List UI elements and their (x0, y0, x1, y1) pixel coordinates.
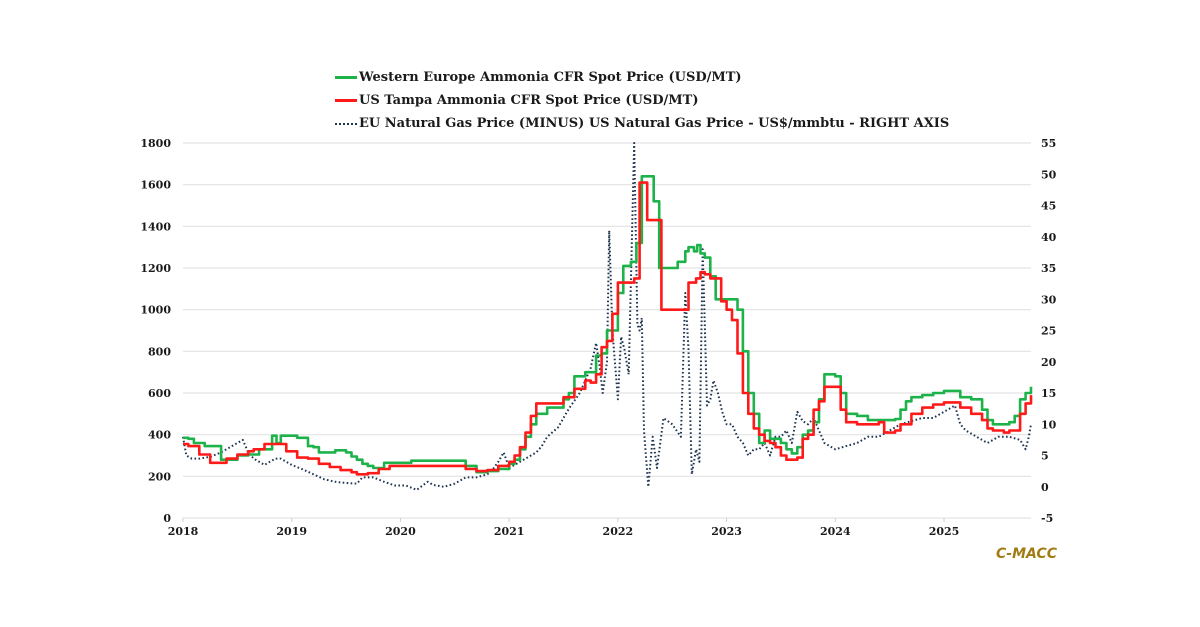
y-tick-label: 200 (148, 470, 171, 483)
y-tick-label: 400 (148, 429, 171, 442)
legend-swatch-dotted (335, 122, 357, 125)
y2-tick-label: 50 (1041, 168, 1057, 181)
y-tick-label: 800 (148, 345, 171, 358)
left-axis: 0 200 400 600 800 1000 1200 1400 1600 1800 (140, 137, 171, 525)
y-tick-label: 1800 (140, 137, 171, 150)
gridlines (183, 142, 1031, 519)
x-tick-label: 2020 (385, 525, 416, 538)
right-axis: -5 0 5 10 15 20 25 30 35 40 45 50 55 (1041, 137, 1057, 525)
x-tick-label: 2025 (929, 525, 960, 538)
legend-label: Western Europe Ammonia CFR Spot Price (U… (359, 70, 742, 85)
x-tick-label: 2022 (603, 525, 634, 538)
y2-tick-label: 5 (1041, 450, 1049, 463)
legend-item-gas-spread: EU Natural Gas Price (MINUS) US Natural … (335, 112, 949, 135)
x-tick-label: 2024 (820, 525, 851, 538)
series-western-europe-line (183, 175, 1033, 474)
y2-tick-label: 40 (1041, 231, 1057, 244)
y2-tick-label: 35 (1041, 262, 1056, 275)
x-axis: 2018 2019 2020 2021 2022 2023 2024 2025 (168, 518, 960, 538)
y-tick-label: 1200 (140, 262, 171, 275)
y2-tick-label: 15 (1041, 387, 1056, 400)
y2-tick-label: 0 (1041, 481, 1049, 494)
series-gas-spread-line (182, 142, 1032, 491)
x-tick-label: 2018 (168, 525, 199, 538)
y-tick-label: 600 (148, 387, 171, 400)
y-tick-label: 1600 (140, 179, 171, 192)
legend-swatch-red (335, 99, 357, 102)
legend-item-western-europe: Western Europe Ammonia CFR Spot Price (U… (335, 66, 949, 89)
y-tick-label: 1000 (140, 304, 171, 317)
legend-label: US Tampa Ammonia CFR Spot Price (USD/MT) (359, 93, 699, 108)
y2-tick-label: 55 (1041, 137, 1056, 150)
y2-tick-label: 45 (1041, 200, 1056, 213)
brand-label: C-MACC (996, 546, 1057, 562)
y2-tick-label: 10 (1041, 418, 1057, 431)
x-tick-label: 2019 (276, 525, 307, 538)
legend-swatch-green (335, 76, 357, 79)
y2-tick-label: 30 (1041, 293, 1057, 306)
legend-label: EU Natural Gas Price (MINUS) US Natural … (359, 116, 950, 131)
y-tick-label: 1400 (140, 220, 171, 233)
chart-legend: Western Europe Ammonia CFR Spot Price (U… (335, 66, 949, 135)
y2-tick-label: 20 (1041, 356, 1057, 369)
x-tick-label: 2023 (711, 525, 742, 538)
x-tick-label: 2021 (494, 525, 525, 538)
series-us-tampa-line (183, 181, 1033, 476)
y2-tick-label: 25 (1041, 325, 1056, 338)
legend-item-us-tampa: US Tampa Ammonia CFR Spot Price (USD/MT) (335, 89, 949, 112)
series-lines (182, 142, 1033, 491)
y-tick-label: 0 (163, 512, 171, 525)
y2-tick-label: -5 (1041, 512, 1053, 525)
